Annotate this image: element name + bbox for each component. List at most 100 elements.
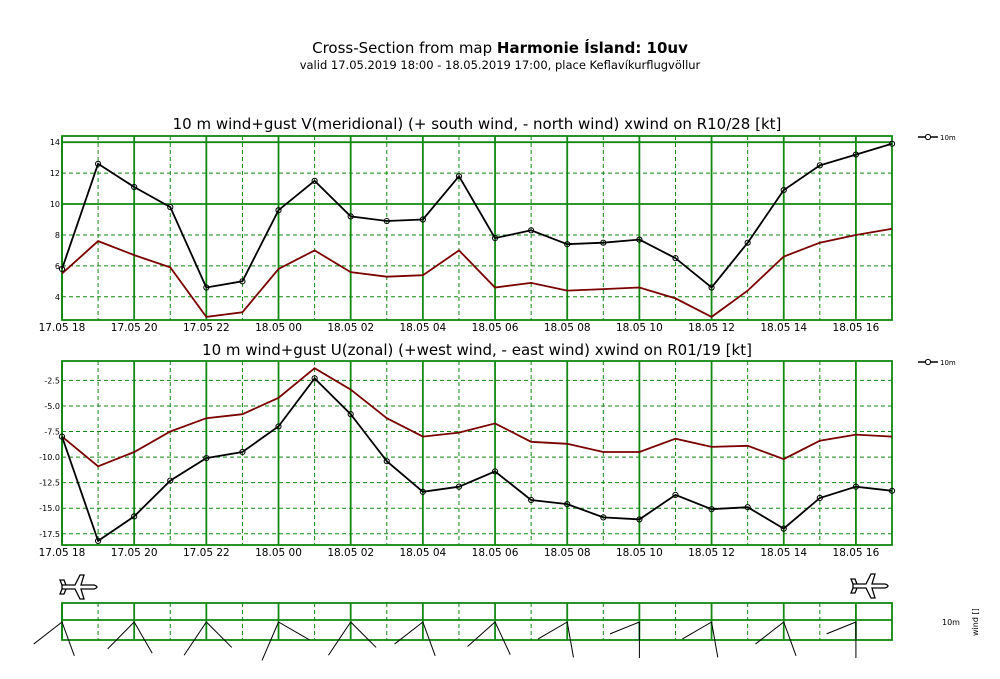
- zonal-xtick-label: 18.05 08: [544, 547, 591, 559]
- zonal-series-point: [491, 468, 499, 475]
- departure-plane-icon-shape: [59, 574, 98, 600]
- barb-height-label: 10m: [942, 618, 960, 627]
- zonal-xtick-label: 18.05 02: [327, 547, 374, 559]
- wind-barb-staff: [205, 621, 233, 648]
- wind-barb-staff: [278, 621, 310, 641]
- zonal-series-point: [528, 496, 535, 504]
- wind-barb-feather: [609, 621, 640, 635]
- meridional-series-point: [708, 284, 715, 291]
- zonal-series-point: [203, 455, 210, 462]
- meridional-series-point: [347, 213, 354, 220]
- zonal-title: 10 m wind+gust U(zonal) (+west wind, - e…: [202, 341, 752, 359]
- zonal-xtick-label: 18.05 06: [472, 547, 519, 559]
- meridional-series-point: [780, 187, 787, 194]
- zonal-legend-marker: [924, 358, 932, 366]
- zonal-series-point: [131, 513, 138, 520]
- meridional-series-point: [311, 177, 318, 184]
- wind-barb-feather: [682, 621, 712, 640]
- wind-barb-staff: [422, 621, 436, 656]
- zonal-series-point: [239, 448, 246, 456]
- meridional-xtick-label: 18.05 14: [760, 322, 807, 334]
- meridional-xtick-label: 18.05 06: [472, 322, 519, 334]
- zonal-series-point: [672, 491, 679, 499]
- zonal-series-point: [888, 487, 896, 494]
- meridional-series-point: [491, 234, 499, 242]
- zonal-series-wind-line: [61, 377, 893, 543]
- meridional-xtick-label: 17.05 22: [183, 322, 230, 334]
- map-name: Harmonie Ísland: 10uv: [496, 39, 688, 57]
- meridional-series-point: [564, 241, 571, 248]
- meridional-ytick-label: 6: [55, 262, 60, 271]
- meridional-plot-border: [61, 135, 893, 321]
- arrival-plane-icon-shape: [850, 573, 889, 599]
- zonal-series-point: [564, 501, 571, 508]
- meridional-series-point: [816, 162, 823, 169]
- zonal-series-point: [780, 525, 787, 532]
- zonal-series-point: [636, 516, 643, 523]
- meridional-ytick-label: 12: [50, 169, 60, 178]
- zonal-series-point: [94, 537, 102, 545]
- zonal-series-point: [744, 504, 751, 511]
- meridional-series-point: [203, 284, 210, 291]
- zonal-ytick-label: -10.0: [39, 453, 60, 462]
- meridional-series-point: [167, 204, 174, 211]
- zonal-xtick-label: 18.05 00: [255, 547, 302, 559]
- arrival-plane-icon: [850, 573, 889, 599]
- zonal-xtick-label: 18.05 16: [833, 547, 880, 559]
- wind-barb-staff: [61, 621, 75, 656]
- meridional-ytick-label: 8: [55, 231, 60, 240]
- wind-barb-staff: [133, 621, 153, 654]
- meridional-xtick-label: 17.05 20: [111, 322, 158, 334]
- zonal-series-point: [419, 488, 426, 495]
- wind-barb-feather: [467, 621, 496, 647]
- wind-barb-feather: [394, 621, 424, 645]
- zonal-plot-border: [61, 360, 893, 546]
- validity-subtitle: valid 17.05.2019 18:00 - 18.05.2019 17:0…: [299, 58, 701, 72]
- meridional-series-point: [239, 278, 246, 285]
- wind-barb-feather: [261, 621, 279, 661]
- meridional-xtick-label: 18.05 10: [616, 322, 663, 334]
- meridional-series-point: [419, 216, 426, 223]
- meridional-series-point: [600, 239, 607, 246]
- zonal-series-point: [600, 514, 607, 521]
- meridional-xtick-label: 18.05 00: [255, 322, 302, 334]
- zonal-ytick-label: -5.0: [44, 402, 60, 411]
- meridional-xtick-label: 18.05 16: [833, 322, 880, 334]
- zonal-ytick-label: -7.5: [44, 428, 60, 437]
- meridional-series-point: [888, 140, 896, 147]
- meridional-series-point: [528, 227, 535, 234]
- meridional-legend-marker: [924, 133, 932, 141]
- departure-plane-icon: [59, 574, 98, 600]
- meridional-ytick-label: 14: [50, 138, 60, 147]
- wind-barb-staff: [711, 621, 719, 658]
- wind-barb-staff: [350, 621, 377, 648]
- zonal-series-point: [167, 477, 174, 484]
- zonal-ytick-label: -15.0: [39, 504, 60, 513]
- meridional-xtick-label: 18.05 04: [399, 322, 446, 334]
- zonal-series-point: [347, 411, 354, 418]
- meridional-series-gust-line: [61, 227, 893, 318]
- zonal-xtick-label: 18.05 04: [399, 547, 446, 559]
- meridional-series-point: [672, 255, 679, 262]
- meridional-xtick-label: 17.05 18: [39, 322, 86, 334]
- wind-barb-staff: [566, 621, 574, 658]
- meridional-series-point: [94, 160, 102, 167]
- wind-barb-feather: [328, 621, 352, 656]
- zonal-series-point: [275, 423, 282, 430]
- wind-barb-feather: [107, 621, 135, 650]
- zonal-series-point: [311, 375, 318, 382]
- meridional-xtick-label: 18.05 08: [544, 322, 591, 334]
- wind-barb-feather: [183, 621, 207, 656]
- zonal-xtick-label: 18.05 14: [760, 547, 807, 559]
- wind-barb-feather: [826, 621, 857, 635]
- meridional-xtick-label: 18.05 02: [327, 322, 374, 334]
- zonal-series-gust-line: [61, 367, 893, 468]
- meridional-series-wind-line: [61, 142, 893, 289]
- zonal-series-point: [708, 506, 715, 513]
- zonal-series-point: [383, 458, 390, 465]
- meridional-ytick-label: 10: [50, 200, 60, 209]
- meridional-xtick-label: 18.05 12: [688, 322, 735, 334]
- meridional-legend-label: 10m: [940, 134, 956, 142]
- barb-border: [61, 602, 893, 641]
- zonal-xtick-label: 17.05 18: [39, 547, 86, 559]
